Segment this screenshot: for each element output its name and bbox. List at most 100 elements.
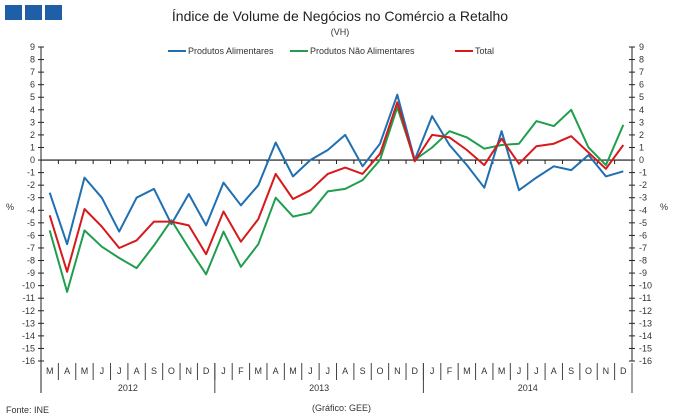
y-tick-label-right: -10 xyxy=(639,281,652,291)
y-tick-label-left: 2 xyxy=(30,130,35,140)
y-tick-label-right: -13 xyxy=(639,318,652,328)
month-label: N xyxy=(394,366,401,376)
month-label: F xyxy=(238,366,244,376)
y-tick-label-left: 4 xyxy=(30,105,35,115)
y-tick-label-right: 2 xyxy=(639,130,644,140)
month-label: O xyxy=(168,366,175,376)
month-label: M xyxy=(81,366,89,376)
month-label: J xyxy=(517,366,522,376)
y-tick-label-left: 0 xyxy=(30,155,35,165)
month-label: A xyxy=(551,366,557,376)
y-tick-label-left: -9 xyxy=(27,268,35,278)
month-label: J xyxy=(100,366,105,376)
y-tick-label-right: -11 xyxy=(639,293,651,303)
y-axis-label-left: % xyxy=(6,202,14,212)
y-tick-label-left: -2 xyxy=(27,180,35,190)
month-label: J xyxy=(221,366,226,376)
y-tick-label-left: -3 xyxy=(27,193,35,203)
y-tick-label-right: -8 xyxy=(639,256,647,266)
month-label: M xyxy=(255,366,263,376)
month-label: J xyxy=(308,366,313,376)
month-label: J xyxy=(326,366,331,376)
y-tick-label-right: -14 xyxy=(639,331,652,341)
y-tick-label-left: -4 xyxy=(27,205,35,215)
y-tick-label-right: 5 xyxy=(639,92,644,102)
series-line-2 xyxy=(48,101,625,273)
logo xyxy=(5,5,62,20)
y-tick-label-left: -13 xyxy=(22,318,35,328)
y-tick-label-left: -10 xyxy=(22,281,35,291)
month-label: M xyxy=(289,366,297,376)
y-axis-label-right: % xyxy=(660,202,668,212)
y-tick-label-right: 6 xyxy=(639,80,644,90)
year-label: 2014 xyxy=(518,383,538,393)
y-tick-label-right: -6 xyxy=(639,230,647,240)
y-tick-label-left: 7 xyxy=(30,67,35,77)
source-note: Fonte: INE xyxy=(6,405,50,415)
y-tick-label-left: 8 xyxy=(30,55,35,65)
year-label: 2013 xyxy=(309,383,329,393)
legend-label: Produtos Alimentares xyxy=(188,46,274,56)
y-tick-label-right: -7 xyxy=(639,243,647,253)
y-tick-label-right: -5 xyxy=(639,218,647,228)
y-tick-label-left: 1 xyxy=(30,142,35,152)
y-tick-label-right: -4 xyxy=(639,205,647,215)
y-tick-label-left: -11 xyxy=(23,293,35,303)
y-tick-label-left: -1 xyxy=(27,168,35,178)
y-tick-label-left: 9 xyxy=(30,42,35,52)
month-label: A xyxy=(64,366,70,376)
month-label: M xyxy=(498,366,506,376)
month-label: S xyxy=(568,366,574,376)
y-tick-label-left: -6 xyxy=(27,230,35,240)
month-label: F xyxy=(447,366,453,376)
month-label: N xyxy=(186,366,193,376)
y-tick-label-right: -9 xyxy=(639,268,647,278)
y-tick-label-right: -16 xyxy=(639,356,652,366)
y-tick-label-left: 6 xyxy=(30,80,35,90)
month-label: D xyxy=(203,366,210,376)
chart-subtitle: (VH) xyxy=(330,27,350,37)
month-label: M xyxy=(463,366,471,376)
month-label: S xyxy=(360,366,366,376)
legend-label: Produtos Não Alimentares xyxy=(310,46,415,56)
y-tick-label-left: 5 xyxy=(30,92,35,102)
y-tick-label-right: 0 xyxy=(639,155,644,165)
y-tick-label-right: 3 xyxy=(639,117,644,127)
series-line-1 xyxy=(48,106,625,293)
chart-title: Índice de Volume de Negócios no Comércio… xyxy=(171,8,509,24)
series-line-0 xyxy=(48,93,624,246)
y-tick-label-right: -1 xyxy=(639,168,647,178)
year-label: 2012 xyxy=(118,383,138,393)
month-label: N xyxy=(603,366,610,376)
month-label: O xyxy=(376,366,383,376)
y-tick-label-right: 8 xyxy=(639,55,644,65)
month-label: A xyxy=(342,366,348,376)
month-label: D xyxy=(620,366,627,376)
y-tick-label-right: 9 xyxy=(639,42,644,52)
y-tick-label-left: -12 xyxy=(22,306,35,316)
month-label: D xyxy=(411,366,418,376)
y-tick-label-left: -14 xyxy=(22,331,35,341)
legend-label: Total xyxy=(475,46,494,56)
month-label: J xyxy=(117,366,122,376)
y-tick-label-right: 4 xyxy=(639,105,644,115)
month-label: A xyxy=(134,366,140,376)
credit-note: (Gráfico: GEE) xyxy=(312,403,372,413)
y-tick-label-right: -12 xyxy=(639,306,652,316)
month-label: O xyxy=(585,366,592,376)
month-label: J xyxy=(430,366,435,376)
y-tick-label-right: 7 xyxy=(639,67,644,77)
y-tick-label-left: -16 xyxy=(22,356,35,366)
month-label: A xyxy=(273,366,279,376)
month-label: S xyxy=(151,366,157,376)
y-tick-label-left: 3 xyxy=(30,117,35,127)
y-tick-label-left: -8 xyxy=(27,256,35,266)
y-tick-label-left: -15 xyxy=(22,343,35,353)
y-tick-label-left: -7 xyxy=(27,243,35,253)
month-label: M xyxy=(46,366,54,376)
y-tick-label-right: -15 xyxy=(639,343,652,353)
month-label: A xyxy=(481,366,487,376)
y-tick-label-right: -2 xyxy=(639,180,647,190)
month-label: J xyxy=(534,366,539,376)
